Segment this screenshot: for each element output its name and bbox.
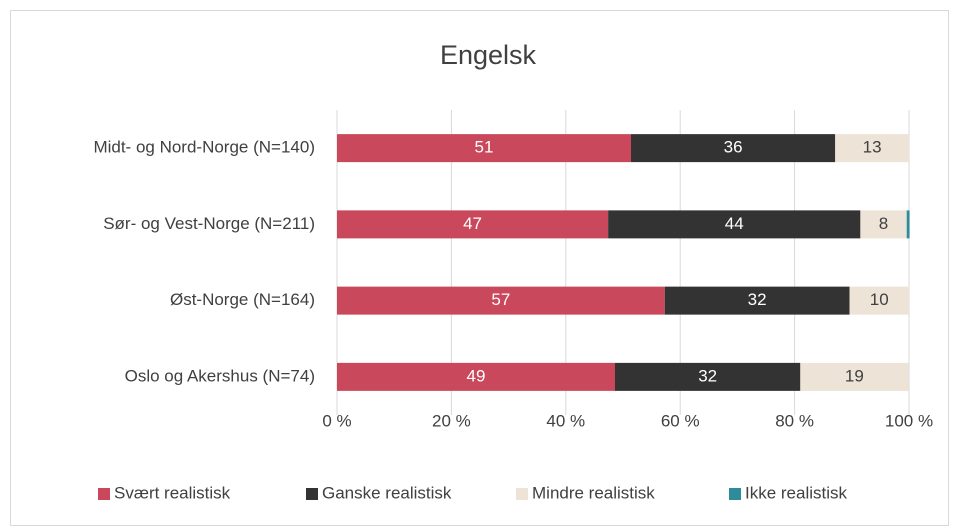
data-label: 13 xyxy=(863,138,882,157)
legend-swatch xyxy=(306,488,318,500)
legend-label: Mindre realistisk xyxy=(532,483,655,502)
y-tick-label: Øst-Norge (N=164) xyxy=(170,290,315,309)
bar-segment xyxy=(849,286,909,315)
bar-segment xyxy=(337,286,665,315)
data-label: 10 xyxy=(870,290,889,309)
data-label: 19 xyxy=(845,366,864,385)
bar-segment xyxy=(664,286,850,315)
legend-swatch xyxy=(98,488,110,500)
data-label: 32 xyxy=(698,366,717,385)
bar-segment xyxy=(631,134,836,163)
legend-label: Svært realistisk xyxy=(114,483,231,502)
data-label: 8 xyxy=(879,214,888,233)
legend-swatch xyxy=(516,488,528,500)
bar-segment xyxy=(337,362,615,391)
y-tick-label: Oslo og Akershus (N=74) xyxy=(125,366,315,385)
data-label: 36 xyxy=(724,138,743,157)
bar-segment xyxy=(906,210,910,239)
data-label: 51 xyxy=(475,138,494,157)
legend-label: Ikke realistisk xyxy=(745,483,848,502)
bar-segment xyxy=(800,362,909,391)
bar-segment xyxy=(337,210,609,239)
x-tick-label: 60 % xyxy=(661,411,700,430)
y-tick-label: Sør- og Vest-Norge (N=211) xyxy=(103,214,315,233)
x-tick-label: 80 % xyxy=(775,411,814,430)
chart-title: Engelsk xyxy=(440,40,537,70)
bar-segment xyxy=(860,210,907,239)
bar-segment xyxy=(337,134,632,163)
data-label: 32 xyxy=(748,290,767,309)
data-label: 57 xyxy=(491,290,510,309)
bar-segment xyxy=(835,134,909,163)
data-label: 44 xyxy=(725,214,744,233)
x-tick-label: 20 % xyxy=(432,411,471,430)
bar-segment xyxy=(608,210,861,239)
data-label: 47 xyxy=(463,214,482,233)
legend-label: Ganske realistisk xyxy=(322,483,452,502)
x-tick-label: 40 % xyxy=(546,411,585,430)
legend-swatch xyxy=(729,488,741,500)
bar-segment xyxy=(614,362,801,391)
y-tick-label: Midt- og Nord-Norge (N=140) xyxy=(93,138,315,157)
chart-border xyxy=(10,10,949,526)
data-label: 49 xyxy=(467,366,486,385)
x-tick-label: 0 % xyxy=(322,411,351,430)
x-tick-label: 100 % xyxy=(885,411,933,430)
